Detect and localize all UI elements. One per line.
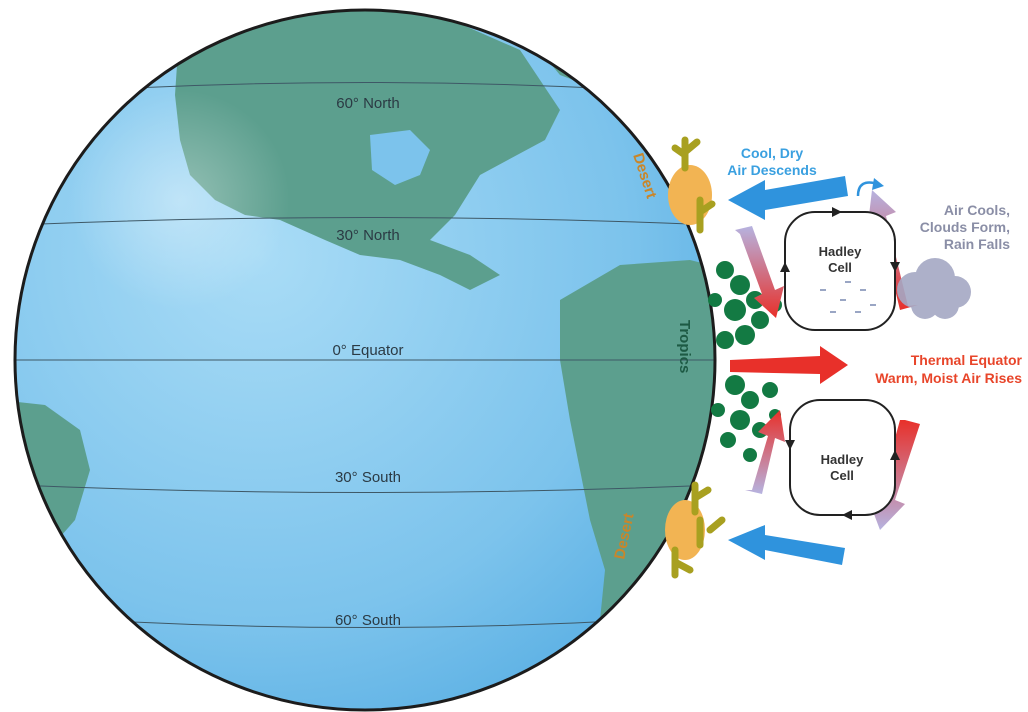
thermal-equator-label-line1: Thermal Equator <box>911 352 1023 368</box>
globe-outline <box>13 8 717 712</box>
thermal-equator-label-line2: Warm, Moist Air Rises <box>875 370 1022 386</box>
thermal-equator-arrow <box>730 346 848 384</box>
south-desert <box>665 481 726 579</box>
cool-dry-label-line2: Air Descends <box>727 162 817 178</box>
air-cools-label-line3: Rain Falls <box>944 236 1010 252</box>
north-desert <box>668 136 716 234</box>
latitude-label-60s: 60° South <box>335 612 401 629</box>
latitude-label-30n: 30° North <box>336 227 400 244</box>
rising-air-arrow-south <box>745 410 785 494</box>
latitude-label-30s: 30° South <box>335 469 401 486</box>
cool-dry-label-line1: Cool, Dry <box>741 145 803 161</box>
air-cools-label-line2: Clouds Form, <box>920 219 1010 235</box>
hadley-cell-south: Hadley Cell <box>785 399 900 520</box>
hadley-cell-south-line1: Hadley <box>821 452 864 467</box>
globe: 60° North 30° North 0° Equator 30° South… <box>13 8 717 712</box>
latitude-label-equator: 0° Equator <box>332 342 403 359</box>
cactus-icon <box>671 136 716 234</box>
rain-cloud-icon <box>897 258 971 319</box>
tropics-label: Tropics <box>676 320 693 373</box>
hadley-cell-north-line1: Hadley <box>819 244 862 259</box>
sinking-air-arrow-north <box>735 226 784 318</box>
rain-drops <box>820 281 876 313</box>
hadley-cell-north: Hadley Cell <box>780 207 900 331</box>
hadley-cell-north-line2: Cell <box>828 260 852 275</box>
cactus-icon <box>671 481 726 579</box>
hadley-cell-south-line2: Cell <box>830 468 854 483</box>
cool-air-arrow-south <box>728 525 845 565</box>
air-cools-label-line1: Air Cools, <box>944 202 1010 218</box>
cool-air-arrow-north <box>728 176 848 220</box>
latitude-label-60n: 60° North <box>336 95 400 112</box>
hudson-bay <box>370 130 430 185</box>
